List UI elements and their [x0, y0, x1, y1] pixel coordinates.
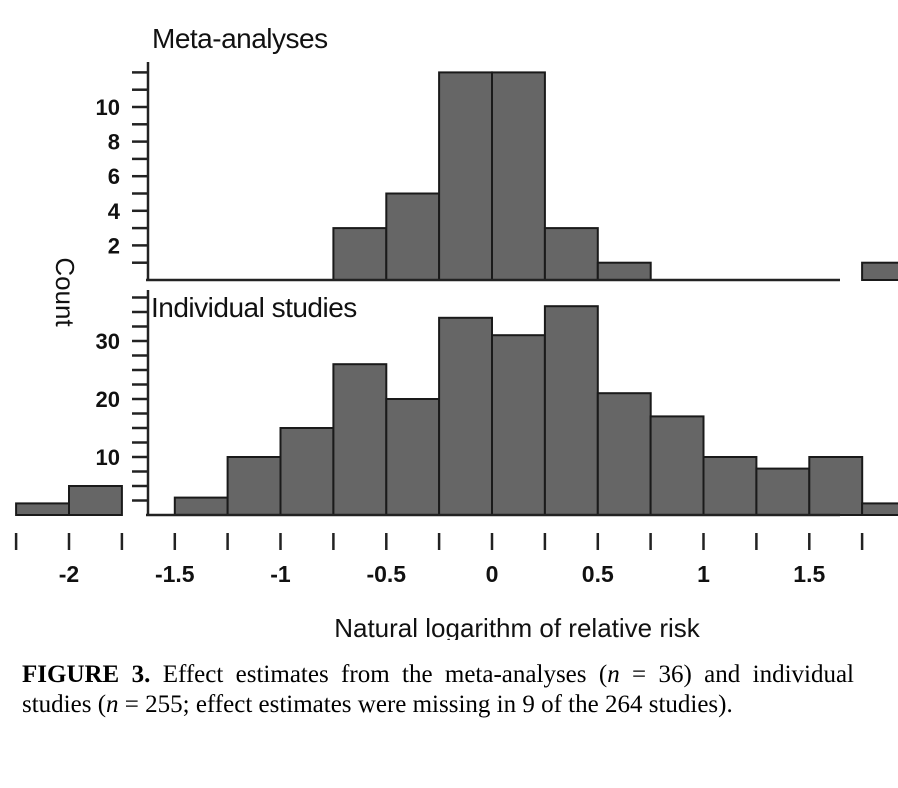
individual-studies-panel-title: Individual studies [151, 292, 357, 323]
meta-analyses-panel-title: Meta-analyses [152, 23, 328, 54]
meta-bar [861, 261, 898, 282]
meta-bar [491, 71, 546, 282]
meta-bar [596, 261, 652, 282]
individual-bar [385, 398, 441, 516]
individual-bar [755, 467, 811, 517]
individual-y-tick-label: 20 [96, 387, 120, 412]
individual-bar [68, 485, 123, 516]
x-tick-label: 1 [697, 561, 710, 587]
x-tick-label: -1 [270, 561, 291, 587]
caption-n-symbol-2: n [106, 691, 119, 718]
individual-bar [596, 392, 652, 517]
x-tick-label: 0.5 [582, 561, 614, 587]
caption-text-part-1: Effect estimates from the meta-analyses … [150, 661, 608, 688]
individual-bar [226, 456, 282, 516]
x-tick-label: -1.5 [155, 561, 195, 587]
x-tick-label: -0.5 [366, 561, 406, 587]
caption-text-part-3: = 255; effect estimates were missing in … [118, 691, 733, 718]
meta-bar [332, 227, 388, 282]
meta-bar [543, 227, 599, 282]
x-tick-label: -2 [59, 561, 79, 587]
individual-bar [438, 316, 494, 516]
histogram-figure: 246810102030-2.5-2-1.5-1-0.500.511.522.5… [14, 23, 898, 640]
meta-bar [385, 192, 441, 281]
individual-bar [808, 456, 864, 516]
individual-bar [702, 456, 758, 516]
individual-bar [15, 502, 71, 516]
individual-bar [173, 496, 229, 517]
meta-bar [438, 71, 494, 282]
meta-y-tick-label: 4 [108, 199, 121, 224]
individual-bar [861, 502, 898, 516]
caption-n-symbol-1: n [607, 661, 620, 688]
figure-caption: FIGURE 3. Effect estimates from the meta… [22, 660, 854, 720]
individual-y-tick-label: 10 [96, 445, 120, 470]
meta-y-tick-label: 6 [108, 164, 120, 189]
x-axis-label: Natural logarithm of relative risk [334, 613, 701, 640]
individual-bar [543, 305, 599, 517]
individual-bar [279, 427, 335, 516]
plot-layer: 246810102030-2.5-2-1.5-1-0.500.511.522.5… [14, 62, 898, 587]
individual-y-tick-label: 30 [96, 329, 120, 354]
individual-bar [491, 334, 546, 517]
individual-bar [649, 415, 705, 516]
caption-figure-label: FIGURE 3. [22, 661, 151, 688]
y-axis-label: Count [50, 257, 80, 327]
meta-y-tick-label: 10 [96, 95, 120, 120]
meta-y-tick-label: 8 [108, 130, 120, 155]
caption-text-part-2: = 36) and individual studies ( [22, 661, 855, 718]
x-tick-label: 0 [486, 561, 499, 587]
x-tick-label: 1.5 [793, 561, 825, 587]
individual-bar [332, 363, 388, 517]
meta-y-tick-label: 2 [108, 233, 120, 258]
